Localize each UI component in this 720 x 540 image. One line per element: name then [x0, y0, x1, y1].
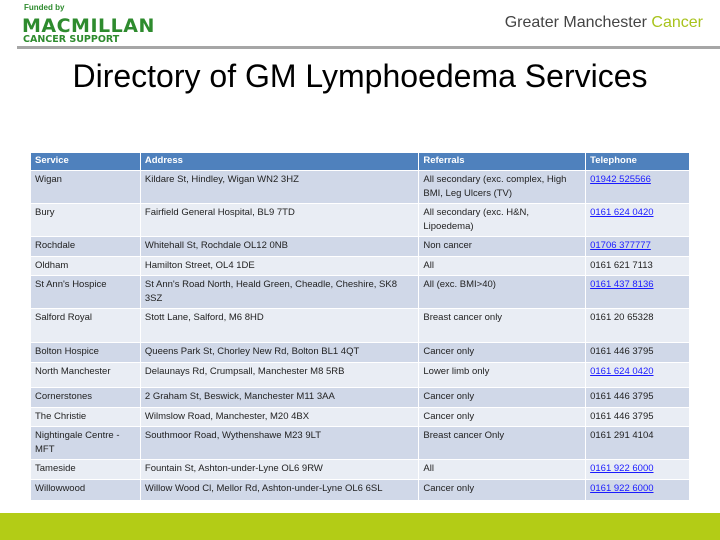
page-title: Directory of GM Lymphoedema Services — [72, 58, 648, 94]
funded-by-label: Funded by — [24, 3, 65, 12]
table-row: Wigan Kildare St, Hindley, Wigan WN2 3HZ A… — [30, 170, 690, 204]
referrals-cell: All secondary (exc. complex, High BMI, L… — [418, 170, 587, 204]
macmillan-logo-subtitle: CANCER SUPPORT — [23, 34, 120, 45]
telephone-cell: 0161 922 6000 — [585, 479, 690, 501]
telephone-link[interactable]: 0161 624 0420 — [590, 366, 654, 377]
referrals-cell: Cancer only — [418, 479, 587, 501]
telephone-link[interactable]: 01942 525566 — [590, 174, 651, 185]
service-cell: St Ann's Hospice — [30, 275, 141, 309]
telephone-link[interactable]: 0161 922 6000 — [590, 463, 654, 474]
brand-accent: Cancer — [651, 14, 703, 31]
telephone-text: 0161 20 65328 — [590, 312, 654, 323]
telephone-link[interactable]: 0161 922 6000 — [590, 483, 654, 494]
address-cell: Willow Wood Cl, Mellor Rd, Ashton-under-… — [139, 479, 420, 501]
telephone-cell: 0161 291 4104 — [585, 426, 690, 460]
address-cell: Queens Park St, Chorley New Rd, Bolton B… — [139, 342, 420, 363]
telephone-cell: 0161 624 0420 — [585, 203, 690, 237]
address-cell: 2 Graham St, Beswick, Manchester M11 3AA — [139, 387, 420, 408]
address-cell: Kildare St, Hindley, Wigan WN2 3HZ — [139, 170, 420, 204]
telephone-cell: 01706 377777 — [585, 236, 690, 257]
column-header: Service — [30, 152, 141, 171]
table-row: Oldham Hamilton Street, OL4 1DE All 0161 62… — [30, 256, 690, 276]
table-header-row: Service Address Referrals Telephone — [30, 152, 690, 171]
referrals-cell: All (exc. BMI>40) — [418, 275, 587, 309]
table-row: Bury Fairfield General Hospital, BL9 7TD A… — [30, 203, 690, 237]
telephone-link[interactable]: 0161 624 0420 — [590, 207, 654, 218]
telephone-text: 0161 446 3795 — [590, 391, 654, 402]
column-header: Referrals — [418, 152, 587, 171]
table-row: Bolton Hospice Queens Park St, Chorley Ne… — [30, 342, 690, 363]
column-header: Telephone — [585, 152, 690, 171]
table-row: St Ann's Hospice St Ann's Road North, Hea… — [30, 275, 690, 309]
address-cell: Stott Lane, Salford, M6 8HD — [139, 308, 420, 343]
telephone-link[interactable]: 0161 437 8136 — [590, 279, 654, 290]
service-cell: Rochdale — [30, 236, 141, 257]
telephone-cell: 0161 624 0420 — [585, 362, 690, 388]
telephone-link[interactable]: 01706 377777 — [590, 240, 651, 251]
table-row: Cornerstones 2 Graham St, Beswick, Manche… — [30, 387, 690, 408]
telephone-cell: 0161 446 3795 — [585, 342, 690, 363]
referrals-cell: Cancer only — [418, 387, 587, 408]
brand-title: Greater Manchester Cancer — [505, 14, 703, 32]
service-cell: Nightingale Centre - MFT — [30, 426, 141, 460]
service-cell: Bury — [30, 203, 141, 237]
service-cell: Salford Royal — [30, 308, 141, 343]
address-cell: St Ann's Road North, Heald Green, Cheadl… — [139, 275, 420, 309]
column-header: Address — [139, 152, 420, 171]
telephone-cell: 0161 922 6000 — [585, 459, 690, 480]
header-divider — [17, 46, 720, 49]
referrals-cell: All secondary (exc. H&N, Lipoedema) — [418, 203, 587, 237]
referrals-cell: Cancer only — [418, 342, 587, 363]
address-cell: Whitehall St, Rochdale OL12 0NB — [139, 236, 420, 257]
table-row: Willowwood Willow Wood Cl, Mellor Rd, Ash… — [30, 479, 690, 501]
telephone-text: 0161 446 3795 — [590, 346, 654, 357]
table-row: Tameside Fountain St, Ashton-under-Lyne O… — [30, 459, 690, 480]
telephone-cell: 0161 20 65328 — [585, 308, 690, 343]
table-row: The Christie Wilmslow Road, Manchester, M… — [30, 407, 690, 427]
telephone-text: 0161 291 4104 — [590, 430, 654, 441]
telephone-cell: 0161 621 7113 — [585, 256, 690, 276]
service-cell: Oldham — [30, 256, 141, 276]
referrals-cell: Cancer only — [418, 407, 587, 427]
macmillan-logo: MACMILLAN — [22, 15, 155, 37]
table-row: Nightingale Centre - MFT Southmoor Road, … — [30, 426, 690, 460]
address-cell: Hamilton Street, OL4 1DE — [139, 256, 420, 276]
service-cell: North Manchester — [30, 362, 141, 388]
telephone-cell: 0161 446 3795 — [585, 387, 690, 408]
address-cell: Wilmslow Road, Manchester, M20 4BX — [139, 407, 420, 427]
service-cell: The Christie — [30, 407, 141, 427]
table-row: North Manchester Delaunays Rd, Crumpsall,… — [30, 362, 690, 388]
address-cell: Fountain St, Ashton-under-Lyne OL6 9RW — [139, 459, 420, 480]
telephone-text: 0161 446 3795 — [590, 411, 654, 422]
table-row: Rochdale Whitehall St, Rochdale OL12 0NB N… — [30, 236, 690, 257]
telephone-text: 0161 621 7113 — [590, 260, 653, 271]
telephone-cell: 0161 437 8136 — [585, 275, 690, 309]
referrals-cell: Non cancer — [418, 236, 587, 257]
address-cell: Fairfield General Hospital, BL9 7TD — [139, 203, 420, 237]
referrals-cell: Breast cancer only — [418, 308, 587, 343]
brand-prefix: Greater Manchester — [504, 14, 652, 31]
footer-bar — [0, 513, 720, 540]
services-table: Service Address Referrals Telephone Wiga… — [30, 152, 690, 501]
address-cell: Southmoor Road, Wythenshawe M23 9LT — [139, 426, 420, 460]
service-cell: Tameside — [30, 459, 141, 480]
table-row: Salford Royal Stott Lane, Salford, M6 8HD… — [30, 308, 690, 343]
address-cell: Delaunays Rd, Crumpsall, Manchester M8 5… — [139, 362, 420, 388]
referrals-cell: All — [418, 459, 587, 480]
service-cell: Willowwood — [30, 479, 141, 501]
telephone-cell: 0161 446 3795 — [585, 407, 690, 427]
service-cell: Bolton Hospice — [30, 342, 141, 363]
referrals-cell: Lower limb only — [418, 362, 587, 388]
referrals-cell: All — [418, 256, 587, 276]
referrals-cell: Breast cancer Only — [418, 426, 587, 460]
service-cell: Cornerstones — [30, 387, 141, 408]
telephone-cell: 01942 525566 — [585, 170, 690, 204]
service-cell: Wigan — [30, 170, 141, 204]
